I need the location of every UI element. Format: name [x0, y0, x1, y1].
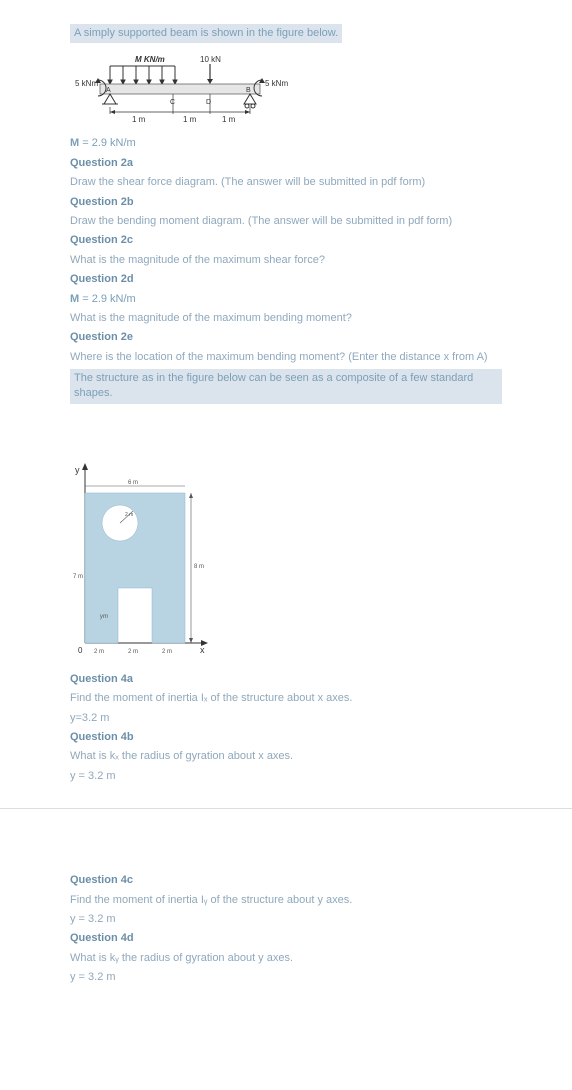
svg-text:0: 0 [78, 646, 83, 655]
svg-text:y: y [75, 465, 80, 475]
svg-text:A: A [106, 87, 111, 94]
q4d-text: What is kᵧ the radius of gyration about … [70, 951, 502, 966]
svg-text:8 m: 8 m [194, 564, 204, 570]
q4c-val: y = 3.2 m [70, 912, 502, 927]
q4d-val: y = 3.2 m [70, 970, 502, 985]
svg-text:γm: γm [100, 614, 108, 620]
q4b-val: y = 3.2 m [70, 769, 502, 784]
svg-text:x: x [200, 645, 205, 655]
svg-text:2 m: 2 m [162, 649, 172, 655]
q4a-text: Find the moment of inertia Iₓ of the str… [70, 691, 502, 706]
struct-intro-text: The structure as in the figure below can… [70, 369, 502, 404]
point-load-label: 10 kN [200, 55, 221, 64]
m-prefix: M [70, 137, 79, 149]
svg-text:C: C [170, 99, 175, 106]
m-rest: = 2.9 kN/m [79, 137, 136, 149]
q2d-text: What is the magnitude of the maximum ben… [70, 311, 502, 326]
q2e-head: Question 2e [70, 330, 502, 345]
dist-load-label: M KN/m [135, 55, 165, 64]
svg-text:7 m: 7 m [73, 574, 83, 580]
q4c-text: Find the moment of inertia Iᵧ of the str… [70, 893, 502, 908]
svg-text:B: B [246, 87, 251, 94]
q4b-head: Question 4b [70, 730, 502, 745]
q2e-text: Where is the location of the maximum ben… [70, 350, 502, 365]
q4d-head: Question 4d [70, 931, 502, 946]
svg-text:1 m: 1 m [183, 115, 197, 124]
q2d-m-rest: = 2.9 kN/m [79, 293, 136, 305]
section-beam-questions: A simply supported beam is shown in the … [0, 0, 572, 809]
svg-text:2 m: 2 m [94, 649, 104, 655]
beam-diagram: M KN/m 10 kN 5 kNm [70, 47, 290, 132]
q2d-m-line: M = 2.9 kN/m [70, 292, 502, 307]
page: A simply supported beam is shown in the … [0, 0, 572, 1090]
composite-shape-diagram: y x 0 6 m 8 m 7 m 2 m γm 2 m [70, 448, 210, 668]
section-q4cd: Question 4c Find the moment of inertia I… [0, 809, 572, 1089]
svg-text:2 m: 2 m [125, 512, 133, 518]
left-moment: 5 kNm [75, 79, 98, 88]
m-equals-line: M = 2.9 kN/m [70, 136, 502, 151]
q2c-head: Question 2c [70, 233, 502, 248]
q2d-head: Question 2d [70, 272, 502, 287]
intro-line: A simply supported beam is shown in the … [70, 24, 502, 43]
struct-intro-line: The structure as in the figure below can… [70, 369, 502, 404]
q4c-head: Question 4c [70, 873, 502, 888]
q4a-head: Question 4a [70, 672, 502, 687]
q2a-text: Draw the shear force diagram. (The answe… [70, 175, 502, 190]
q2c-text: What is the magnitude of the maximum she… [70, 253, 502, 268]
q4b-text: What is kₓ the radius of gyration about … [70, 749, 502, 764]
intro-text: A simply supported beam is shown in the … [70, 24, 342, 43]
q2b-head: Question 2b [70, 195, 502, 210]
q2d-m-prefix: M [70, 293, 79, 305]
q2a-head: Question 2a [70, 156, 502, 171]
svg-text:1 m: 1 m [222, 115, 236, 124]
svg-text:2 m: 2 m [128, 649, 138, 655]
q4a-val: y=3.2 m [70, 711, 502, 726]
q2b-text: Draw the bending moment diagram. (The an… [70, 214, 502, 229]
svg-text:1 m: 1 m [132, 115, 146, 124]
right-moment: 5 kNm [265, 79, 288, 88]
svg-text:6 m: 6 m [128, 480, 138, 486]
